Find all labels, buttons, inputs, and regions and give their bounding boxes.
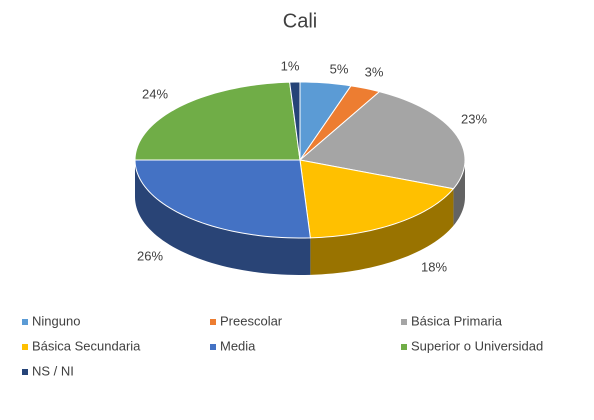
data-label: 5% [330, 61, 349, 76]
legend-label: Superior o Universidad [411, 338, 543, 353]
legend-swatch [22, 369, 28, 375]
slice [298, 91, 466, 190]
legend-label: Básica Secundaria [32, 338, 141, 353]
legend-label: Media [220, 338, 256, 353]
data-label: 3% [365, 64, 384, 79]
legend-swatch [401, 319, 407, 325]
slice [289, 81, 301, 161]
data-label: 26% [137, 248, 163, 263]
data-label: 23% [461, 111, 487, 126]
chart-title: Cali [283, 10, 317, 32]
slice-side [453, 160, 465, 226]
slice [134, 81, 301, 161]
data-label: 18% [421, 259, 447, 274]
legend-label: Básica Primaria [411, 313, 503, 328]
data-label: 1% [281, 58, 300, 73]
legend-swatch [22, 319, 28, 325]
legend-swatch [210, 319, 216, 325]
slice [134, 159, 311, 239]
slice [299, 85, 381, 161]
legend-label: NS / NI [32, 363, 74, 378]
slice-side [310, 188, 454, 275]
legend-swatch [210, 344, 216, 350]
legend-swatch [22, 344, 28, 350]
legend-label: Preescolar [220, 313, 283, 328]
slice-side [135, 160, 311, 275]
slice [299, 159, 455, 239]
legend-swatch [401, 344, 407, 350]
data-label: 24% [142, 86, 168, 101]
slice [299, 81, 352, 162]
legend-label: Ninguno [32, 313, 80, 328]
